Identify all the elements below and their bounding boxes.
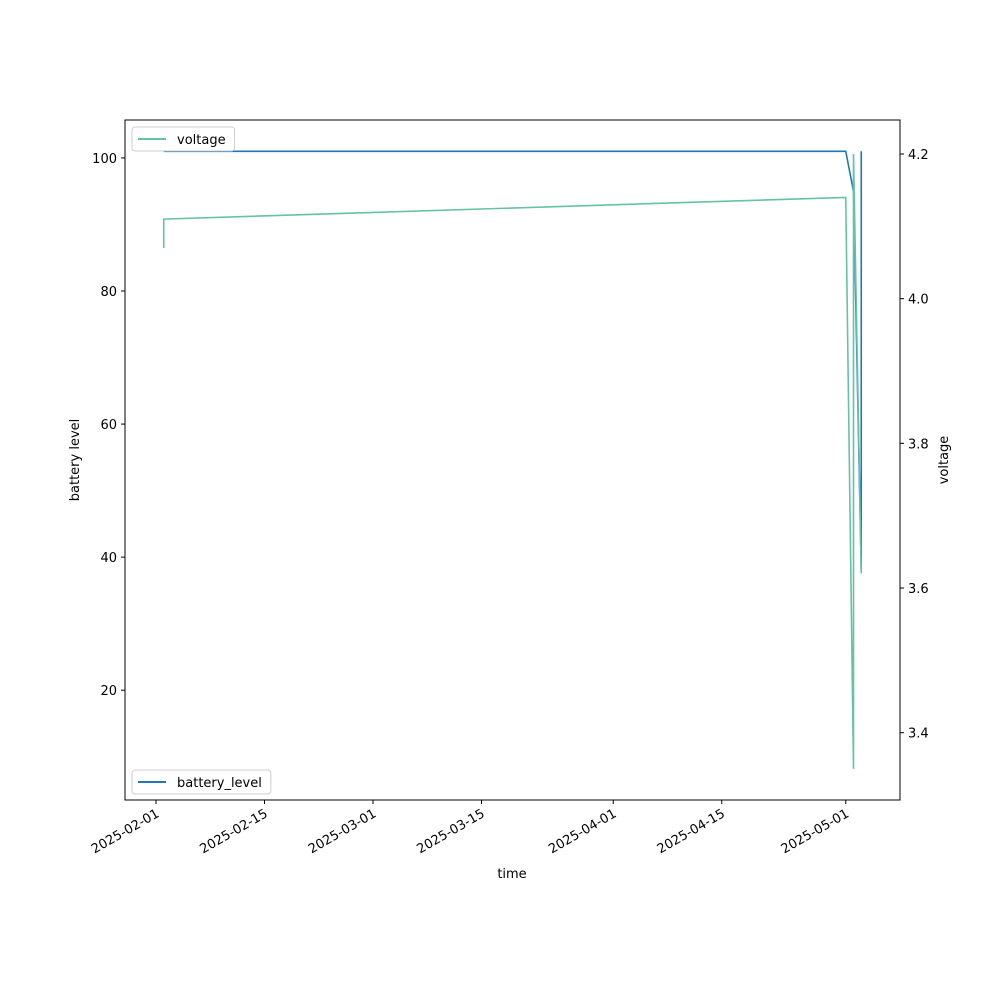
x-tick-label: 2025-05-01	[779, 806, 852, 857]
y2-tick-label: 4.0	[908, 293, 929, 308]
x-tick-label: 2025-03-01	[306, 806, 379, 857]
plot-frame	[124, 119, 901, 801]
y-tick-label: 100	[92, 152, 117, 167]
y-tick-label: 60	[100, 418, 117, 433]
x-tick-label: 2025-04-01	[546, 806, 619, 857]
series-line	[163, 150, 863, 571]
y-tick-label: 20	[100, 684, 117, 699]
x-tick-label: 2025-02-01	[89, 806, 162, 857]
legend-label: voltage	[177, 133, 226, 148]
x-tick-label: 2025-04-15	[655, 806, 728, 857]
legend-label: battery_level	[177, 776, 262, 791]
y-tick-label: 80	[100, 285, 117, 300]
y2-axis-label: voltage	[937, 436, 952, 485]
y-axis-label: battery level	[68, 419, 83, 502]
x-axis-label: time	[497, 867, 526, 882]
y2-tick-label: 3.6	[908, 582, 929, 597]
y2-tick-label: 3.4	[908, 727, 929, 742]
legend-box	[131, 126, 236, 152]
legend: battery_level	[131, 769, 272, 795]
y2-tick-label: 3.8	[908, 437, 929, 452]
x-tick-label: 2025-02-15	[198, 806, 271, 857]
y2-tick-label: 4.2	[908, 148, 929, 163]
x-tick-label: 2025-03-15	[415, 806, 488, 857]
legend: voltage	[131, 126, 236, 152]
y-tick-label: 40	[100, 551, 117, 566]
legend-box	[131, 769, 272, 795]
series-line	[162, 153, 863, 769]
